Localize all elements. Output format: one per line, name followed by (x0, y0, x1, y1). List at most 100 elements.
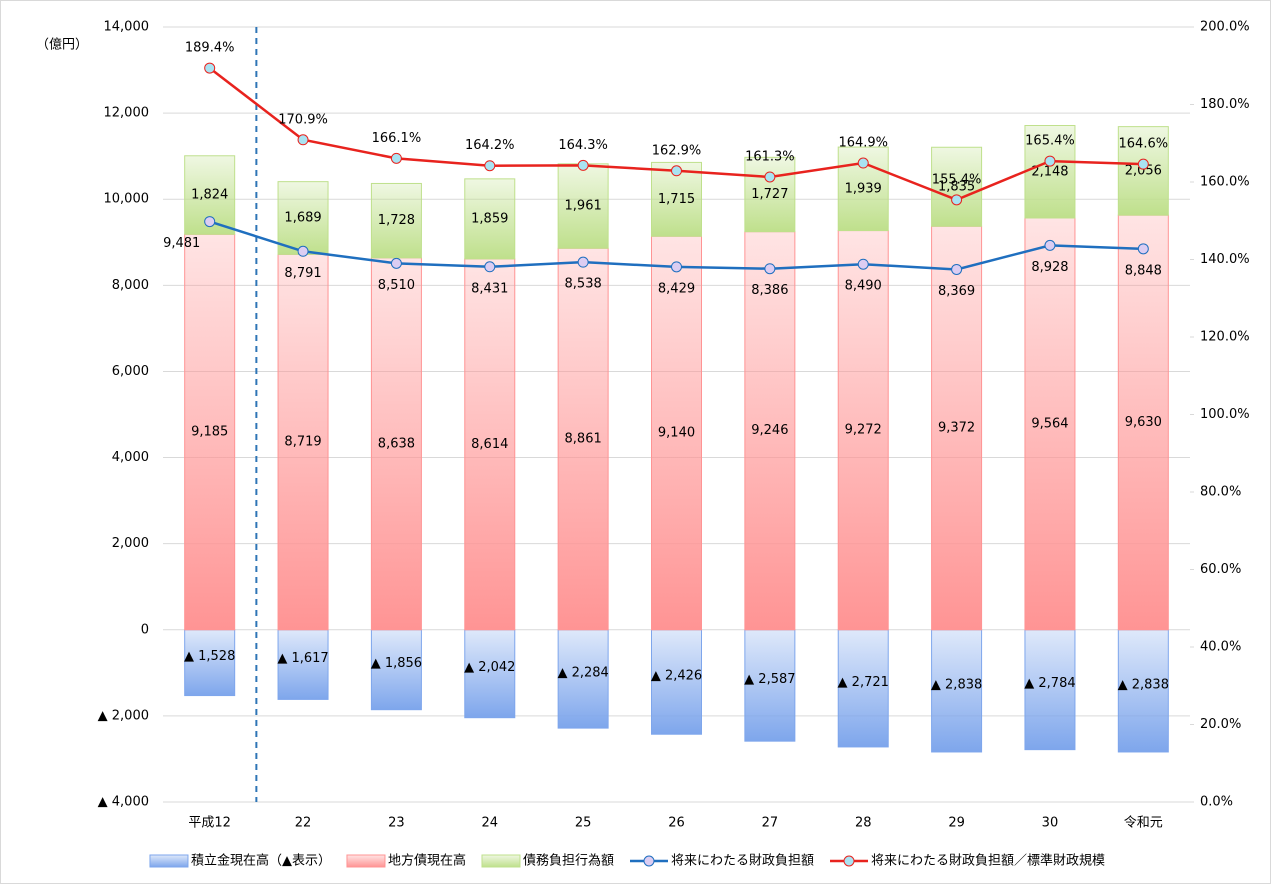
y2-tick-label: 100.0% (1200, 407, 1250, 422)
bar (1117, 126, 1169, 216)
line-marker (577, 159, 589, 171)
line-value-label: 164.9% (838, 136, 888, 151)
bar (931, 146, 983, 227)
y-tick-label: 6,000 (112, 364, 149, 379)
line-marker (671, 261, 682, 273)
bar-value-label: ▲ 2,284 (557, 665, 608, 680)
legend-item: 将来にわたる財政負担額 (630, 854, 814, 869)
bar (277, 181, 329, 255)
line-value-label: 8,386 (751, 283, 788, 298)
line-marker (297, 134, 309, 146)
bar (1117, 214, 1169, 631)
bar-value-label: 8,638 (378, 436, 415, 451)
line-value-label: 9,481 (163, 236, 200, 251)
bar-value-label: 1,939 (845, 181, 882, 196)
line-value-label: 166.1% (372, 131, 422, 146)
line-value-label: 8,429 (658, 281, 695, 296)
legend-item: 積立金現在高（▲表示） (149, 853, 331, 869)
y2-tick-label: 140.0% (1200, 252, 1250, 267)
bar (370, 257, 422, 631)
line-marker (1137, 243, 1149, 255)
line-marker (1044, 239, 1056, 251)
bar-value-label: 1,859 (471, 211, 508, 226)
line-value-label: 189.4% (185, 41, 235, 56)
y-tick-label: 8,000 (112, 278, 149, 293)
x-tick-label: 23 (388, 816, 405, 831)
line-marker (764, 263, 776, 275)
legend-marker (643, 855, 655, 867)
bar (184, 629, 236, 697)
bar-value-label: 8,719 (284, 435, 321, 450)
bar-value-label: ▲ 2,838 (1118, 677, 1169, 692)
bar-value-label: 2,148 (1031, 164, 1068, 179)
bar-value-label: 9,185 (191, 425, 228, 440)
line-value-label: 8,510 (378, 278, 415, 293)
y-tick-label: 0 (141, 622, 149, 637)
y-tick-label: 14,000 (104, 20, 150, 35)
bar (277, 629, 329, 700)
bar-value-label: ▲ 1,856 (371, 656, 422, 671)
bar-value-label: ▲ 2,042 (464, 660, 515, 675)
legend-label: 地方債現在高 (388, 853, 466, 869)
y-tick-label: 12,000 (104, 106, 150, 121)
line-marker (297, 245, 309, 257)
line-marker (204, 216, 216, 228)
bar-value-label: 1,727 (751, 187, 788, 202)
line-value-label: 8,490 (845, 279, 882, 294)
bar (1024, 125, 1076, 219)
line-marker (951, 263, 963, 275)
legend-marker (843, 855, 855, 867)
line-marker (577, 256, 589, 268)
bar (184, 233, 236, 631)
y2-tick-label: 120.0% (1200, 330, 1250, 345)
y-tick-label: 4,000 (112, 450, 149, 465)
line-value-label: 8,538 (565, 277, 602, 292)
bar (1024, 629, 1076, 751)
legend-item: 債務負担行為額 (481, 853, 614, 869)
line-marker (390, 257, 402, 269)
line-value-label: 8,928 (1031, 260, 1068, 275)
y2-tick-label: 40.0% (1200, 640, 1241, 655)
bar-value-label: ▲ 2,587 (744, 672, 795, 687)
line-marker (951, 194, 963, 206)
y-tick-label: ▲ 4,000 (98, 795, 149, 810)
bar (1024, 217, 1076, 631)
line-value-label: 162.9% (652, 143, 702, 158)
line-value-label: 170.9% (278, 112, 328, 127)
y-tick-label: ▲ 2,000 (98, 708, 149, 723)
line-marker (484, 261, 496, 273)
legend-swatch (481, 854, 521, 868)
legend-item: 将来にわたる財政負担額／標準財政規模 (830, 853, 1105, 869)
legend-label: 積立金現在高（▲表示） (191, 853, 331, 869)
bar-value-label: ▲ 2,838 (931, 677, 982, 692)
bar-value-label: 1,835 (938, 179, 975, 194)
line-marker (1044, 155, 1056, 167)
legend-swatch (149, 854, 189, 868)
bar-value-label: ▲ 1,617 (277, 651, 328, 666)
bar-value-label: 1,728 (378, 213, 415, 228)
bar-value-label: 8,614 (471, 437, 508, 452)
bar (744, 629, 796, 742)
line-marker (390, 152, 402, 164)
bar (557, 247, 609, 631)
bar-value-label: 1,689 (284, 211, 321, 226)
y2-tick-label: 0.0% (1200, 795, 1233, 810)
line-marker (1137, 158, 1149, 170)
y-tick-label: 2,000 (112, 536, 149, 551)
x-tick-label: 28 (855, 816, 872, 831)
legend-label: 将来にわたる財政負担額 (671, 854, 814, 869)
line-marker (857, 258, 869, 270)
y2-tick-label: 180.0% (1200, 97, 1250, 112)
line-value-label: 8,791 (284, 266, 321, 281)
bar (837, 629, 889, 748)
bar-value-label: 9,564 (1031, 416, 1068, 431)
bar-value-label: ▲ 2,721 (838, 675, 889, 690)
bar (464, 178, 516, 260)
y2-tick-label: 20.0% (1200, 717, 1241, 732)
x-tick-label: 27 (762, 816, 779, 831)
bar-value-label: 2,056 (1125, 163, 1162, 178)
line-value-label: 8,848 (1125, 263, 1162, 278)
bar-value-label: 9,272 (845, 423, 882, 438)
y2-tick-label: 160.0% (1200, 175, 1250, 190)
